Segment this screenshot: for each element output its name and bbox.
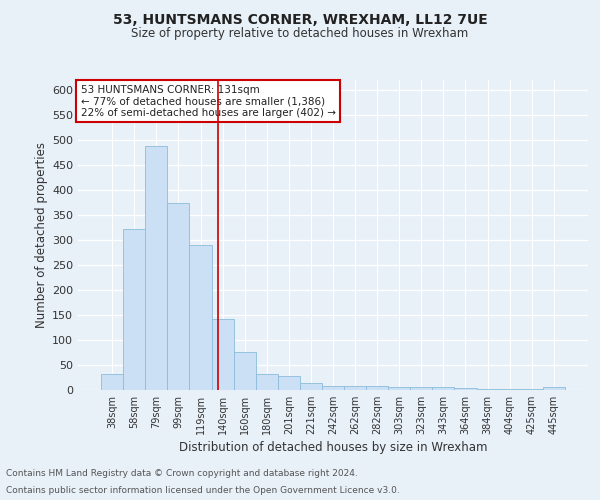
Bar	[410, 386, 433, 390]
Bar	[123, 229, 145, 390]
Bar	[212, 318, 233, 390]
Text: 53, HUNTSMANS CORNER, WREXHAM, LL12 7UE: 53, HUNTSMANS CORNER, WREXHAM, LL12 7UE	[113, 12, 487, 26]
Bar	[256, 374, 278, 390]
Bar	[433, 387, 454, 390]
Bar	[145, 146, 167, 390]
Bar	[233, 352, 256, 390]
Bar	[543, 387, 565, 390]
Bar	[167, 202, 190, 390]
Bar	[344, 386, 366, 390]
Text: 53 HUNTSMANS CORNER: 131sqm
← 77% of detached houses are smaller (1,386)
22% of : 53 HUNTSMANS CORNER: 131sqm ← 77% of det…	[80, 84, 335, 118]
X-axis label: Distribution of detached houses by size in Wrexham: Distribution of detached houses by size …	[179, 441, 487, 454]
Bar	[388, 386, 410, 390]
Text: Contains HM Land Registry data © Crown copyright and database right 2024.: Contains HM Land Registry data © Crown c…	[6, 468, 358, 477]
Bar	[499, 389, 521, 390]
Bar	[366, 386, 388, 390]
Bar	[521, 389, 543, 390]
Bar	[300, 382, 322, 390]
Text: Size of property relative to detached houses in Wrexham: Size of property relative to detached ho…	[131, 28, 469, 40]
Bar	[190, 245, 212, 390]
Bar	[322, 386, 344, 390]
Bar	[476, 389, 499, 390]
Y-axis label: Number of detached properties: Number of detached properties	[35, 142, 48, 328]
Bar	[101, 374, 123, 390]
Bar	[278, 376, 300, 390]
Text: Contains public sector information licensed under the Open Government Licence v3: Contains public sector information licen…	[6, 486, 400, 495]
Bar	[454, 388, 476, 390]
